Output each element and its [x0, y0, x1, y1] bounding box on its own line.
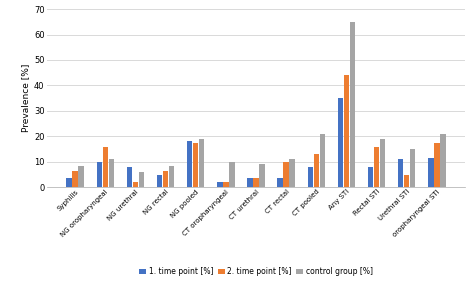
Bar	[259, 164, 264, 187]
Bar	[169, 165, 174, 187]
Bar	[404, 175, 410, 187]
Bar	[290, 159, 295, 187]
Bar	[253, 178, 259, 187]
Bar	[157, 175, 162, 187]
Bar	[127, 167, 132, 187]
Bar	[308, 167, 313, 187]
Bar	[368, 167, 373, 187]
Bar	[66, 178, 72, 187]
Bar	[109, 159, 114, 187]
Bar	[139, 172, 144, 187]
Bar	[102, 146, 108, 187]
Bar	[374, 146, 379, 187]
Bar	[337, 98, 343, 187]
Bar	[344, 75, 349, 187]
Bar	[247, 178, 253, 187]
Bar	[97, 162, 102, 187]
Bar	[73, 171, 78, 187]
Bar	[217, 182, 222, 187]
Bar	[434, 143, 439, 187]
Bar	[398, 159, 403, 187]
Bar	[163, 171, 168, 187]
Bar	[440, 134, 446, 187]
Bar	[78, 165, 84, 187]
Bar	[319, 134, 325, 187]
Bar	[229, 162, 235, 187]
Bar	[313, 154, 319, 187]
Bar	[350, 22, 355, 187]
Bar	[223, 182, 228, 187]
Bar	[410, 149, 415, 187]
Legend: 1. time point [%], 2. time point [%], control group [%]: 1. time point [%], 2. time point [%], co…	[139, 267, 373, 276]
Bar	[283, 162, 289, 187]
Bar	[193, 143, 199, 187]
Bar	[277, 178, 283, 187]
Bar	[187, 141, 192, 187]
Bar	[428, 158, 434, 187]
Bar	[380, 139, 385, 187]
Y-axis label: Prevalence [%]: Prevalence [%]	[21, 64, 30, 132]
Bar	[133, 182, 138, 187]
Bar	[199, 139, 204, 187]
